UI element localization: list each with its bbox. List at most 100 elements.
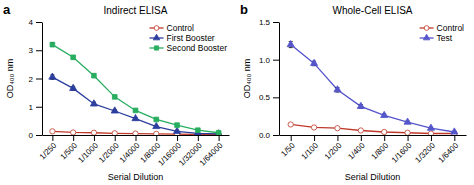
y-tick-mark <box>273 22 279 23</box>
legend-label: Control <box>167 23 195 33</box>
marker <box>71 55 76 60</box>
y-axis: 0 1 2 3 4 <box>29 18 43 140</box>
y-tick-mark <box>273 60 279 61</box>
y-tick-label: 2 <box>29 75 34 84</box>
marker <box>90 100 97 106</box>
marker <box>382 129 387 134</box>
y-tick: 1 <box>29 103 42 112</box>
error-bar <box>92 74 96 77</box>
x-axis-label: Serial Dilution <box>345 172 401 182</box>
x-tick-label: 1/100 <box>300 141 321 162</box>
marker <box>153 122 160 128</box>
y-tick-mark <box>36 22 42 23</box>
marker <box>288 122 293 127</box>
panel: 0.0 0.5 1.0 1.5 1/501/1001/2001/4001/8001/16… <box>240 2 467 182</box>
x-tick: 1/200 <box>323 135 344 161</box>
x-tick-mark <box>337 135 338 141</box>
marker <box>154 117 159 122</box>
x-tick: 1/100 <box>300 135 321 161</box>
y-tick-mark <box>36 79 42 80</box>
marker <box>71 130 76 135</box>
marker <box>111 107 118 113</box>
series-line <box>52 77 218 134</box>
y-tick-mark <box>273 97 279 98</box>
chart-svg: 0 1 2 3 4 1/2501/5001/10001/20001/40001/80001… <box>0 0 474 185</box>
x-tick: 1/2000 <box>97 135 121 165</box>
series-line <box>52 45 218 133</box>
marker <box>335 126 340 131</box>
x-tick-mark <box>73 135 74 141</box>
x-tick: 1/1000 <box>76 135 100 165</box>
data-marks <box>287 40 458 135</box>
x-tick-mark <box>115 135 116 141</box>
error-bar <box>71 56 75 59</box>
marker <box>427 124 434 130</box>
y-tick: 4 <box>29 18 42 27</box>
marker <box>112 131 117 135</box>
marker <box>175 123 180 128</box>
plot-area: 0 1 2 3 4 1/2501/5001/10001/20001/40001/80001… <box>5 5 230 182</box>
y-tick: 0 <box>29 131 42 140</box>
title: Indirect ELISA <box>104 5 168 16</box>
x-axis-label: Serial Dilution <box>108 172 164 182</box>
y-tick-mark <box>273 135 279 136</box>
y-tick: 2 <box>29 75 42 84</box>
legend-label: Test <box>437 33 453 43</box>
y-tick-mark <box>36 135 42 136</box>
x-tick-mark <box>408 135 409 141</box>
error-bar <box>50 43 54 47</box>
legend-label: Control <box>437 23 465 33</box>
legend-marker <box>424 26 429 31</box>
marker <box>133 108 138 113</box>
marker <box>133 131 138 135</box>
x-axis: 1/2501/5001/10001/20001/40001/80001/1600… <box>38 135 230 168</box>
axis-domain <box>279 23 280 136</box>
marker <box>50 42 55 47</box>
y-tick: 1.5 <box>259 18 279 27</box>
y-axis-label: OD₄₀₀ nm <box>5 59 15 99</box>
x-tick-mark <box>94 135 95 141</box>
y-tick: 0.5 <box>259 93 279 102</box>
error-bar-cap <box>289 47 293 48</box>
x-tick-mark <box>52 135 53 141</box>
marker <box>112 95 117 100</box>
marker <box>358 128 363 133</box>
x-tick-mark <box>198 135 199 141</box>
marker <box>91 130 96 135</box>
y-axis: 0.0 0.5 1.0 1.5 <box>259 18 280 140</box>
marker <box>195 128 200 133</box>
y-tick: 3 <box>29 46 42 55</box>
marker <box>381 111 388 117</box>
legend-label: First Booster <box>167 33 215 43</box>
legend: ControlFirst BoosterSecond Booster <box>150 23 228 53</box>
x-tick-mark <box>177 135 178 141</box>
marker <box>49 73 56 79</box>
y-tick-label: 0 <box>29 131 34 140</box>
x-tick: 1/64000 <box>198 135 225 168</box>
plot-area: 0.0 0.5 1.0 1.5 1/501/1001/2001/4001/8001/16… <box>242 5 467 182</box>
marker <box>405 130 410 135</box>
x-tick-mark <box>136 135 137 141</box>
x-tick-mark <box>291 135 292 141</box>
y-tick: 1.0 <box>259 56 279 65</box>
marker <box>357 102 364 108</box>
legend: ControlTest <box>420 23 465 43</box>
x-tick-label: 1/800 <box>370 141 391 162</box>
legend-marker <box>154 46 158 50</box>
series <box>288 122 457 135</box>
series-line <box>291 45 455 132</box>
marker <box>173 127 180 133</box>
marker <box>311 125 316 130</box>
x-axis: 1/501/1001/2001/4001/8001/16001/32001/64… <box>279 135 466 165</box>
series <box>49 73 222 135</box>
panel-letter: b <box>240 2 248 17</box>
title: Whole-Cell ELISA <box>332 5 412 16</box>
legend-entry: Control <box>150 23 195 33</box>
x-tick-label: 1/6400 <box>437 141 461 165</box>
x-tick: 1/3200 <box>413 135 437 165</box>
y-tick-label: 0.0 <box>259 131 271 140</box>
y-tick-label: 1 <box>29 103 34 112</box>
x-tick: 1/4000 <box>118 135 142 165</box>
y-axis-label: OD₄₀₀ nm <box>242 59 252 99</box>
x-tick: 1/400 <box>346 135 367 161</box>
